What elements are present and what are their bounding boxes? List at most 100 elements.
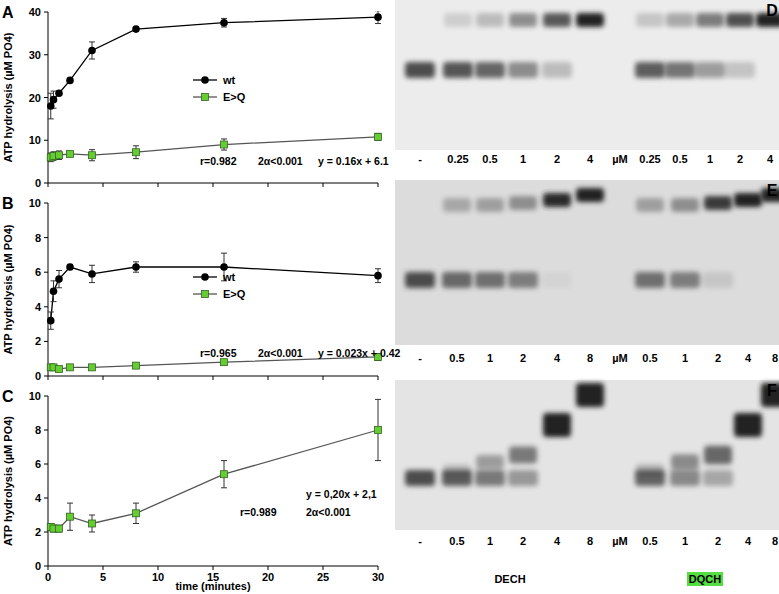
y-tick-label: 4 xyxy=(35,301,42,313)
lane-label: 8 xyxy=(772,352,778,364)
marker xyxy=(221,141,228,148)
x-tick xyxy=(48,566,49,570)
shifted-band xyxy=(543,193,571,207)
marker xyxy=(132,25,140,33)
shifted-band xyxy=(509,196,537,210)
error-cap xyxy=(221,487,227,488)
y-tick xyxy=(44,12,48,13)
marker xyxy=(133,362,140,369)
free-band xyxy=(670,470,700,486)
marker xyxy=(88,270,96,278)
series-line xyxy=(51,430,378,529)
marker xyxy=(89,364,96,371)
y-tick-label: 6 xyxy=(35,458,41,470)
error-cap xyxy=(375,399,381,400)
shifted-band xyxy=(734,413,762,437)
y-tick xyxy=(44,498,48,499)
y-tick xyxy=(44,306,48,307)
x-tick xyxy=(323,566,324,570)
marker xyxy=(375,427,382,434)
marker xyxy=(221,471,228,478)
marker xyxy=(50,96,58,104)
x-tick xyxy=(378,183,379,187)
error-cap xyxy=(56,287,62,288)
lane-label: 8 xyxy=(772,535,778,547)
lane-label: 1 xyxy=(487,352,493,364)
free-band xyxy=(542,62,572,78)
shifted-band xyxy=(476,198,504,212)
shifted-band xyxy=(671,454,699,470)
shifted-band xyxy=(636,13,664,27)
y-tick xyxy=(44,272,48,273)
marker xyxy=(132,263,140,271)
y-axis xyxy=(48,203,49,376)
panel-letter: F xyxy=(767,382,777,399)
annotation: 2α<0.001 xyxy=(258,155,303,167)
legend-label: wt xyxy=(222,271,236,283)
x-tick-label: 25 xyxy=(317,571,329,583)
free-band xyxy=(475,470,505,486)
free-band xyxy=(635,272,665,288)
gel-background xyxy=(395,0,779,150)
error-cap xyxy=(89,41,95,42)
x-tick xyxy=(268,183,269,187)
lane-label: 8 xyxy=(587,535,593,547)
error-cap xyxy=(375,268,381,269)
shifted-band xyxy=(543,413,571,437)
free-band xyxy=(670,272,700,288)
free-band xyxy=(443,62,473,78)
lane-label: 4 xyxy=(587,153,594,165)
legend-label: wt xyxy=(222,74,236,86)
lane-label: 4 xyxy=(554,535,561,547)
x-tick-label: 10 xyxy=(152,571,164,583)
x-tick xyxy=(213,183,214,187)
plot-area xyxy=(47,11,382,162)
marker xyxy=(133,149,140,156)
unit-label: µM xyxy=(612,535,628,547)
gel-background xyxy=(395,380,779,530)
error-cap xyxy=(48,329,54,330)
legend-item: wt xyxy=(193,271,236,283)
annotation: r=0.989 xyxy=(240,506,277,518)
unit-label: µM xyxy=(612,352,628,364)
x-tick xyxy=(213,376,214,380)
error-cap xyxy=(89,265,95,266)
panel-letter: D xyxy=(766,2,778,19)
marker xyxy=(55,89,63,97)
shifted-band xyxy=(509,13,537,27)
shifted-band xyxy=(636,198,664,212)
x-tick xyxy=(48,183,49,187)
axis-title: time (minutes) xyxy=(175,580,251,592)
marker xyxy=(50,287,58,295)
error-cap xyxy=(133,158,139,159)
group-label: DECH xyxy=(494,573,525,585)
x-tick-label: 20 xyxy=(262,571,274,583)
series-line xyxy=(51,17,378,106)
error-cap xyxy=(48,161,54,162)
lane-label: 0.5 xyxy=(642,352,657,364)
shifted-band xyxy=(636,464,664,476)
x-tick-label: 0 xyxy=(45,571,51,583)
lane-label: 2 xyxy=(520,535,526,547)
marker xyxy=(66,77,74,85)
marker xyxy=(374,272,382,280)
figure: AATP hydrolysis (µM PO4)010203040wtE>Qr=… xyxy=(0,0,779,594)
y-tick xyxy=(44,430,48,431)
lane-label: 0.5 xyxy=(482,153,497,165)
shifted-band xyxy=(734,193,762,207)
x-tick xyxy=(103,376,104,380)
x-tick xyxy=(323,376,324,380)
shifted-band xyxy=(509,447,537,464)
x-tick-label: 5 xyxy=(100,571,106,583)
error-cap xyxy=(133,503,139,504)
x-tick xyxy=(378,376,379,380)
error-cap xyxy=(48,118,54,119)
marker xyxy=(66,263,74,271)
error-cap xyxy=(48,311,54,312)
error-cap xyxy=(221,460,227,461)
lane-label: 2 xyxy=(715,352,721,364)
marker xyxy=(56,152,63,159)
error-cap xyxy=(89,160,95,161)
y-tick-label: 8 xyxy=(35,232,41,244)
y-tick-label: 0 xyxy=(35,560,41,572)
